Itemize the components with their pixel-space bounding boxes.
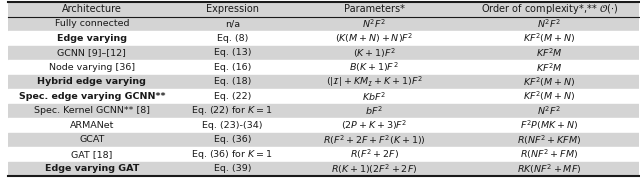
Text: Eq. (13): Eq. (13) <box>214 48 251 57</box>
Text: GCAT: GCAT <box>79 135 104 144</box>
Text: $(2P+K+3)F^2$: $(2P+K+3)F^2$ <box>341 119 408 132</box>
Text: $(K+1)F^2$: $(K+1)F^2$ <box>353 46 396 60</box>
Text: $(K(M+N)+N)F^2$: $(K(M+N)+N)F^2$ <box>335 32 413 45</box>
Text: $R(NF^2+KFM)$: $R(NF^2+KFM)$ <box>517 133 582 147</box>
Text: Eq. (8): Eq. (8) <box>216 34 248 43</box>
Text: $RK(NF^2+MF)$: $RK(NF^2+MF)$ <box>517 162 582 176</box>
Text: $R(F^2+2F+F^2(K+1))$: $R(F^2+2F+F^2(K+1))$ <box>323 133 426 147</box>
Bar <box>8 75 639 89</box>
Text: ARMANet: ARMANet <box>70 121 114 130</box>
Text: Parameters*: Parameters* <box>344 4 404 14</box>
Text: $F^2P(MK+N)$: $F^2P(MK+N)$ <box>520 119 579 132</box>
Text: $R(NF^2+FM)$: $R(NF^2+FM)$ <box>520 148 579 161</box>
Bar <box>8 31 639 46</box>
Text: Spec. edge varying GCNN**: Spec. edge varying GCNN** <box>19 92 165 101</box>
Bar <box>8 89 639 104</box>
Text: Edge varying GAT: Edge varying GAT <box>45 164 139 173</box>
Bar <box>8 2 639 17</box>
Bar <box>8 17 639 31</box>
Text: $R(K+1)(2F^2+2F)$: $R(K+1)(2F^2+2F)$ <box>331 162 417 176</box>
Text: $N^2F^2$: $N^2F^2$ <box>362 17 386 30</box>
Bar <box>8 162 639 176</box>
Text: Eq. (18): Eq. (18) <box>214 77 251 86</box>
Text: Eq. (36): Eq. (36) <box>214 135 251 144</box>
Text: $KF^2(M+N)$: $KF^2(M+N)$ <box>523 90 575 103</box>
Bar <box>8 60 639 75</box>
Text: $KF^2M$: $KF^2M$ <box>536 61 563 74</box>
Text: $KF^2(M+N)$: $KF^2(M+N)$ <box>523 75 575 89</box>
Bar <box>8 147 639 162</box>
Text: Architecture: Architecture <box>62 4 122 14</box>
Text: $B(K+1)F^2$: $B(K+1)F^2$ <box>349 61 399 74</box>
Text: Spec. Kernel GCNN** [8]: Spec. Kernel GCNN** [8] <box>34 106 150 115</box>
Text: $N^2F^2$: $N^2F^2$ <box>538 105 561 117</box>
Text: Eq. (23)-(34): Eq. (23)-(34) <box>202 121 262 130</box>
Text: $R(F^2+2F)$: $R(F^2+2F)$ <box>349 148 399 161</box>
Text: Eq. (22) for $K=1$: Eq. (22) for $K=1$ <box>191 104 273 117</box>
Text: Eq. (39): Eq. (39) <box>214 164 251 173</box>
Bar <box>8 133 639 147</box>
Text: Hybrid edge varying: Hybrid edge varying <box>37 77 147 86</box>
Text: GAT [18]: GAT [18] <box>71 150 113 159</box>
Bar <box>8 118 639 133</box>
Text: Fully connected: Fully connected <box>54 19 129 28</box>
Text: GCNN [9]–[12]: GCNN [9]–[12] <box>58 48 126 57</box>
Bar <box>8 104 639 118</box>
Text: n/a: n/a <box>225 19 240 28</box>
Text: Order of complexity*,** $\mathcal{O}(\cdot)$: Order of complexity*,** $\mathcal{O}(\cd… <box>481 2 618 16</box>
Text: $(|\mathcal{I}|+KM_{\mathcal{I}}+K+1)F^2$: $(|\mathcal{I}|+KM_{\mathcal{I}}+K+1)F^2… <box>326 75 422 89</box>
Text: Edge varying: Edge varying <box>57 34 127 43</box>
Text: $KF^2M$: $KF^2M$ <box>536 46 563 59</box>
Bar <box>8 46 639 60</box>
Text: Eq. (22): Eq. (22) <box>214 92 251 101</box>
Text: $N^2F^2$: $N^2F^2$ <box>538 17 561 30</box>
Text: $KF^2(M+N)$: $KF^2(M+N)$ <box>523 32 575 45</box>
Text: Expression: Expression <box>205 4 259 14</box>
Text: $bF^2$: $bF^2$ <box>365 105 383 117</box>
Text: Eq. (16): Eq. (16) <box>214 63 251 72</box>
Text: $KbF^2$: $KbF^2$ <box>362 90 386 103</box>
Text: Eq. (36) for $K=1$: Eq. (36) for $K=1$ <box>191 148 273 161</box>
Text: Node varying [36]: Node varying [36] <box>49 63 135 72</box>
